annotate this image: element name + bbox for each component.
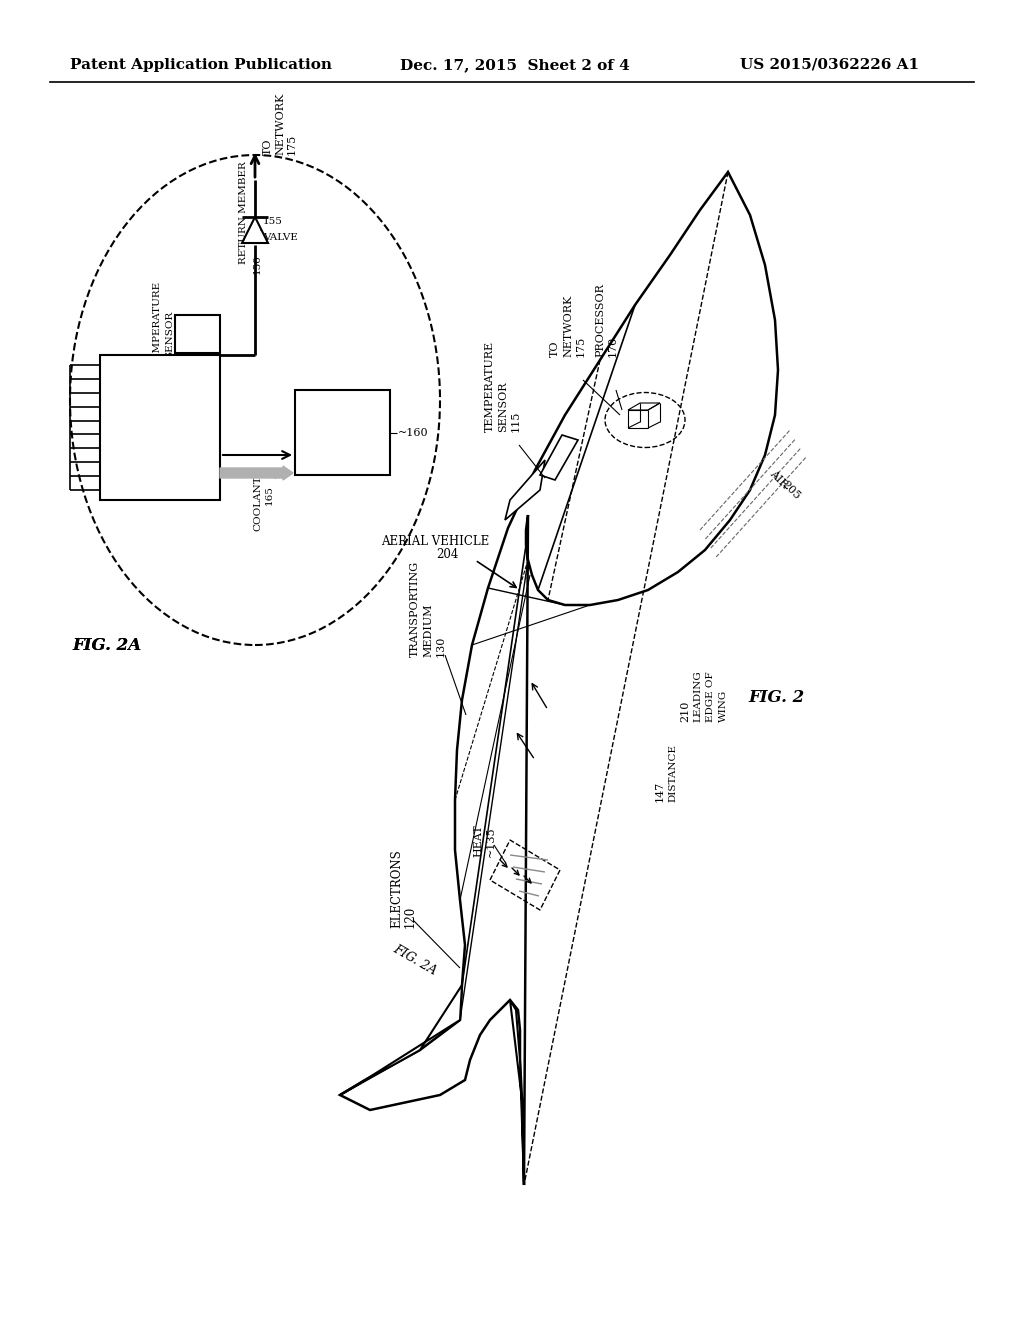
Polygon shape (340, 172, 778, 1185)
Text: NETWORK: NETWORK (275, 92, 285, 154)
Text: 175: 175 (575, 335, 586, 356)
Text: US 2015/0362226 A1: US 2015/0362226 A1 (740, 58, 920, 73)
Text: FIG. 2A: FIG. 2A (72, 636, 141, 653)
Text: Patent Application Publication: Patent Application Publication (70, 58, 332, 73)
Bar (295, 389, 390, 475)
Text: 175: 175 (287, 133, 297, 154)
Text: SENSOR: SENSOR (166, 310, 174, 358)
Text: Dec. 17, 2015  Sheet 2 of 4: Dec. 17, 2015 Sheet 2 of 4 (400, 58, 630, 73)
Text: PROCESSOR: PROCESSOR (595, 282, 605, 356)
Text: WING: WING (719, 690, 728, 722)
Polygon shape (628, 403, 660, 411)
Text: 147: 147 (655, 780, 665, 803)
Text: 205: 205 (780, 479, 802, 502)
Polygon shape (340, 985, 462, 1096)
Text: HEAT: HEAT (152, 414, 184, 425)
Text: VALVE: VALVE (263, 234, 298, 243)
Polygon shape (505, 459, 545, 520)
Text: 165: 165 (265, 484, 274, 506)
Text: ELECTRONS: ELECTRONS (390, 849, 403, 928)
Text: SINK: SINK (153, 430, 183, 441)
Text: ~135: ~135 (486, 826, 496, 857)
Text: FIG. 2: FIG. 2 (748, 689, 804, 706)
Text: TEMPERATURE: TEMPERATURE (153, 281, 162, 366)
Text: FIG. 2A: FIG. 2A (72, 636, 141, 653)
Text: 145: 145 (178, 325, 187, 345)
Text: TRANSPORTING: TRANSPORTING (410, 561, 420, 657)
Text: RETURN MEMBER: RETURN MEMBER (239, 162, 248, 264)
Text: TO: TO (263, 139, 273, 154)
Polygon shape (510, 1001, 524, 1185)
Text: 150: 150 (253, 255, 261, 275)
Text: DEVICE: DEVICE (319, 437, 366, 447)
Bar (100, 355, 220, 500)
Bar (175, 315, 220, 352)
Polygon shape (540, 436, 578, 480)
Text: AIR: AIR (768, 469, 790, 490)
Text: TEMPERATURE: TEMPERATURE (485, 341, 495, 432)
FancyArrow shape (220, 466, 293, 480)
Text: AERIAL VEHICLE: AERIAL VEHICLE (381, 535, 489, 548)
Text: 210: 210 (680, 701, 690, 722)
Text: EDGE OF: EDGE OF (706, 672, 715, 722)
Text: HEAT: HEAT (473, 825, 483, 857)
Text: 115: 115 (511, 411, 521, 432)
Text: LEADING: LEADING (693, 671, 702, 722)
Text: 155: 155 (263, 218, 283, 227)
Text: ~160: ~160 (398, 428, 429, 437)
Text: 120: 120 (403, 906, 417, 928)
Text: COOLING: COOLING (314, 422, 371, 433)
Text: 170: 170 (608, 335, 618, 356)
Text: 140: 140 (158, 449, 178, 458)
Text: TO: TO (550, 341, 560, 356)
Text: 130: 130 (436, 636, 446, 657)
Text: MEDIUM: MEDIUM (423, 603, 433, 657)
Text: SENSOR: SENSOR (498, 381, 508, 432)
Text: COOLANT: COOLANT (253, 475, 262, 531)
Text: FIG. 2A: FIG. 2A (391, 942, 439, 978)
Text: DISTANCE: DISTANCE (668, 744, 677, 803)
Text: NETWORK: NETWORK (563, 294, 573, 356)
Text: 204: 204 (436, 548, 458, 561)
